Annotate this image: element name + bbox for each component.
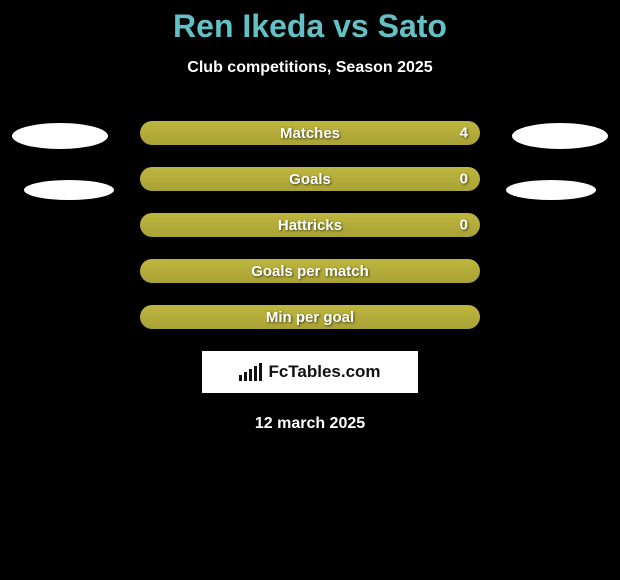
stat-row-goals-per-match: Goals per match [140, 259, 480, 283]
stat-label: Min per goal [266, 309, 354, 326]
comparison-infographic: Ren Ikeda vs Sato Club competitions, Sea… [0, 0, 620, 433]
stat-label: Goals per match [251, 263, 369, 280]
vs-separator: vs [324, 8, 377, 44]
page-title: Ren Ikeda vs Sato [0, 8, 620, 45]
subtitle: Club competitions, Season 2025 [0, 59, 620, 77]
stat-row-hattricks: Hattricks 0 [140, 213, 480, 237]
footer-date: 12 march 2025 [0, 415, 620, 433]
stat-row-min-per-goal: Min per goal [140, 305, 480, 329]
decorative-ellipse [12, 123, 108, 149]
decorative-ellipse [506, 180, 596, 200]
stat-value-right: 0 [460, 217, 468, 234]
logo-bars-icon [239, 363, 262, 381]
logo-text: FcTables.com [268, 362, 380, 382]
stat-row-goals: Goals 0 [140, 167, 480, 191]
player1-name: Ren Ikeda [173, 8, 324, 44]
stat-label: Goals [289, 171, 331, 188]
stat-value-right: 0 [460, 171, 468, 188]
logo-box: FcTables.com [202, 351, 418, 393]
player2-name: Sato [378, 8, 447, 44]
decorative-ellipse [512, 123, 608, 149]
decorative-ellipse [24, 180, 114, 200]
stat-row-matches: Matches 4 [140, 121, 480, 145]
stat-value-right: 4 [460, 125, 468, 142]
stat-label: Hattricks [278, 217, 342, 234]
stat-label: Matches [280, 125, 340, 142]
